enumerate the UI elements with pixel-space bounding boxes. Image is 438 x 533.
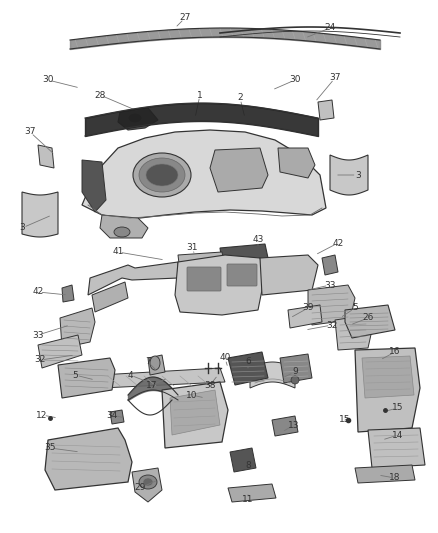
Text: 13: 13: [288, 421, 300, 430]
Text: 42: 42: [332, 238, 344, 247]
Polygon shape: [110, 410, 124, 424]
Text: 30: 30: [42, 76, 54, 85]
Text: 33: 33: [324, 280, 336, 289]
Polygon shape: [210, 148, 268, 192]
Polygon shape: [118, 108, 158, 130]
Polygon shape: [288, 305, 322, 328]
Text: 37: 37: [329, 74, 341, 83]
Text: 16: 16: [389, 348, 401, 357]
Text: 5: 5: [352, 303, 358, 312]
Text: 30: 30: [289, 76, 301, 85]
Text: 15: 15: [392, 403, 404, 413]
Text: 2: 2: [237, 93, 243, 102]
Polygon shape: [88, 262, 178, 295]
Ellipse shape: [139, 475, 157, 489]
Polygon shape: [92, 282, 128, 312]
Text: 28: 28: [94, 91, 106, 100]
Text: 11: 11: [242, 496, 254, 505]
Text: 38: 38: [204, 381, 216, 390]
Polygon shape: [272, 416, 298, 436]
Polygon shape: [38, 145, 54, 168]
Polygon shape: [62, 285, 74, 302]
Ellipse shape: [146, 164, 178, 186]
Text: 24: 24: [325, 23, 336, 33]
Polygon shape: [355, 348, 420, 432]
Polygon shape: [228, 484, 276, 502]
Text: 43: 43: [252, 236, 264, 245]
Polygon shape: [278, 148, 315, 178]
Text: 37: 37: [24, 127, 36, 136]
Polygon shape: [220, 244, 268, 262]
Polygon shape: [58, 358, 115, 398]
Text: 12: 12: [36, 410, 48, 419]
Polygon shape: [228, 352, 268, 385]
Text: 14: 14: [392, 431, 404, 440]
Text: 18: 18: [389, 473, 401, 482]
Polygon shape: [230, 448, 256, 472]
Polygon shape: [280, 354, 312, 383]
Text: 3: 3: [355, 171, 361, 180]
Polygon shape: [60, 308, 95, 348]
Text: 35: 35: [44, 443, 56, 453]
Polygon shape: [175, 255, 265, 315]
Polygon shape: [178, 252, 225, 272]
Polygon shape: [38, 335, 82, 368]
Polygon shape: [100, 215, 148, 238]
Text: 1: 1: [197, 91, 203, 100]
Text: 4: 4: [127, 370, 133, 379]
Text: 32: 32: [34, 356, 46, 365]
Ellipse shape: [143, 478, 153, 486]
Text: 9: 9: [292, 367, 298, 376]
Ellipse shape: [128, 113, 142, 123]
Text: 26: 26: [362, 313, 374, 322]
Text: 15: 15: [339, 416, 351, 424]
Polygon shape: [322, 255, 338, 275]
Polygon shape: [170, 390, 220, 435]
Polygon shape: [318, 100, 334, 120]
Text: 41: 41: [112, 247, 124, 256]
Polygon shape: [45, 428, 132, 490]
Text: 7: 7: [145, 358, 151, 367]
Polygon shape: [250, 362, 295, 388]
Polygon shape: [335, 315, 372, 350]
Polygon shape: [162, 382, 228, 448]
Polygon shape: [82, 130, 326, 218]
Text: 31: 31: [186, 244, 198, 253]
Text: 10: 10: [186, 391, 198, 400]
Ellipse shape: [291, 376, 299, 384]
Text: 39: 39: [302, 303, 314, 312]
Polygon shape: [362, 356, 414, 398]
Text: 17: 17: [146, 381, 158, 390]
Text: 32: 32: [326, 320, 338, 329]
Polygon shape: [132, 468, 162, 502]
Ellipse shape: [133, 153, 191, 197]
Text: 40: 40: [219, 353, 231, 362]
Polygon shape: [330, 155, 368, 195]
Polygon shape: [148, 355, 165, 375]
Polygon shape: [355, 465, 415, 483]
Text: 6: 6: [245, 358, 251, 367]
Polygon shape: [345, 305, 395, 338]
Ellipse shape: [150, 356, 160, 370]
Polygon shape: [82, 160, 106, 212]
Polygon shape: [100, 368, 225, 388]
Text: 42: 42: [32, 287, 44, 296]
Ellipse shape: [139, 158, 185, 192]
Text: 33: 33: [32, 330, 44, 340]
Text: 27: 27: [179, 13, 191, 22]
Text: 29: 29: [134, 483, 146, 492]
Ellipse shape: [114, 227, 130, 237]
Polygon shape: [308, 285, 355, 325]
Polygon shape: [260, 255, 318, 295]
Text: 5: 5: [72, 370, 78, 379]
FancyBboxPatch shape: [227, 264, 257, 286]
Text: 34: 34: [106, 410, 118, 419]
Polygon shape: [368, 428, 425, 468]
Text: 3: 3: [19, 223, 25, 232]
FancyBboxPatch shape: [187, 267, 221, 291]
Polygon shape: [22, 192, 58, 237]
Text: 8: 8: [245, 461, 251, 470]
